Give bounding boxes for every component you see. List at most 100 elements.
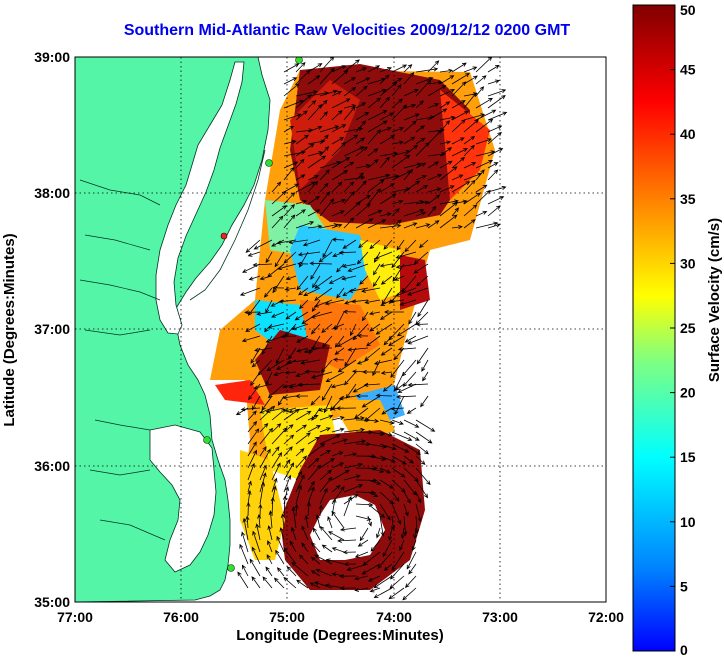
current-vector	[295, 371, 309, 378]
current-vector	[275, 347, 285, 365]
current-vector	[354, 575, 369, 581]
current-vector	[331, 438, 348, 445]
current-vector	[325, 558, 345, 565]
current-vector	[298, 554, 309, 565]
current-vector	[355, 180, 367, 193]
current-vector	[295, 110, 308, 121]
current-vector	[403, 162, 422, 169]
current-vector	[367, 479, 382, 485]
current-vector	[475, 184, 488, 193]
current-vector	[277, 395, 285, 406]
current-vector	[463, 113, 486, 121]
current-vector	[331, 223, 343, 229]
current-vector	[280, 513, 285, 529]
current-vector	[347, 347, 369, 352]
current-vector	[245, 323, 261, 332]
current-vector	[391, 187, 411, 193]
current-vector	[283, 547, 297, 565]
delmarva-coast	[189, 149, 266, 301]
current-vector	[343, 77, 356, 85]
current-vector	[475, 109, 497, 121]
current-vector	[451, 207, 460, 217]
current-vector	[307, 425, 321, 433]
current-vector	[258, 503, 263, 517]
station-marker[interactable]	[265, 159, 273, 167]
current-vector	[374, 251, 393, 260]
current-vector	[390, 359, 405, 378]
current-vector	[403, 419, 420, 428]
current-vector	[427, 85, 447, 97]
current-vector	[416, 275, 429, 287]
current-vector	[439, 147, 453, 157]
current-vector	[427, 60, 440, 73]
current-vector	[427, 108, 448, 121]
current-vector	[451, 119, 466, 133]
current-vector	[319, 125, 340, 133]
current-vector	[368, 311, 381, 316]
current-vector	[319, 427, 331, 433]
current-vector	[319, 146, 330, 157]
current-vector	[463, 135, 476, 145]
current-vector	[427, 129, 442, 145]
current-vector	[475, 210, 488, 217]
current-vector	[285, 311, 297, 320]
current-vector	[364, 347, 381, 361]
current-vector	[403, 71, 415, 85]
current-vector	[406, 551, 417, 570]
station-marker[interactable]	[227, 564, 235, 572]
current-vector	[282, 495, 288, 517]
current-vector	[283, 434, 295, 445]
station-marker[interactable]	[203, 436, 211, 444]
current-vector	[319, 487, 328, 505]
station-marker[interactable]	[295, 57, 303, 64]
current-vector	[367, 575, 381, 582]
current-vector	[403, 503, 409, 517]
current-vector	[261, 395, 273, 411]
current-vector	[319, 469, 332, 481]
current-vector	[400, 527, 405, 540]
current-vector	[268, 510, 273, 529]
current-vector	[343, 191, 355, 205]
current-vector	[282, 395, 297, 400]
current-vector	[240, 407, 261, 412]
current-vector	[388, 527, 393, 541]
radar-stations	[203, 57, 303, 572]
station-marker[interactable]	[220, 232, 228, 240]
current-vector	[270, 496, 275, 517]
current-vector	[331, 484, 341, 493]
current-vector	[266, 554, 273, 565]
current-vector	[295, 455, 308, 469]
current-vector	[421, 359, 429, 372]
current-vector	[487, 162, 499, 169]
current-vector	[403, 136, 416, 145]
current-vector	[314, 275, 333, 289]
current-vector	[408, 563, 417, 575]
current-vector	[311, 542, 321, 553]
current-vector	[295, 410, 312, 421]
current-vector	[284, 287, 297, 292]
current-vector	[373, 587, 393, 599]
current-vector	[403, 479, 417, 496]
current-vector	[259, 472, 267, 493]
chesapeake-bay	[155, 61, 245, 335]
current-vector	[420, 395, 429, 408]
current-vector	[463, 162, 477, 169]
current-vector	[310, 323, 321, 335]
current-vector	[241, 564, 249, 577]
current-vector	[337, 335, 357, 347]
current-vector	[319, 89, 338, 97]
current-vector	[266, 359, 285, 372]
x-axis-label: Longitude (Degrees:Minutes)	[236, 627, 444, 644]
current-vector	[307, 436, 320, 445]
current-vector	[361, 287, 381, 293]
pamlico-sound	[149, 424, 217, 573]
current-vector	[403, 144, 418, 157]
y-tick-label: 39:00	[34, 49, 70, 65]
current-vector	[319, 111, 328, 121]
y-tick-label: 35:00	[34, 594, 70, 610]
current-vector	[283, 139, 297, 145]
current-vector	[296, 347, 309, 353]
current-vector	[276, 535, 285, 553]
current-vector	[439, 101, 451, 109]
current-vector	[394, 395, 405, 416]
